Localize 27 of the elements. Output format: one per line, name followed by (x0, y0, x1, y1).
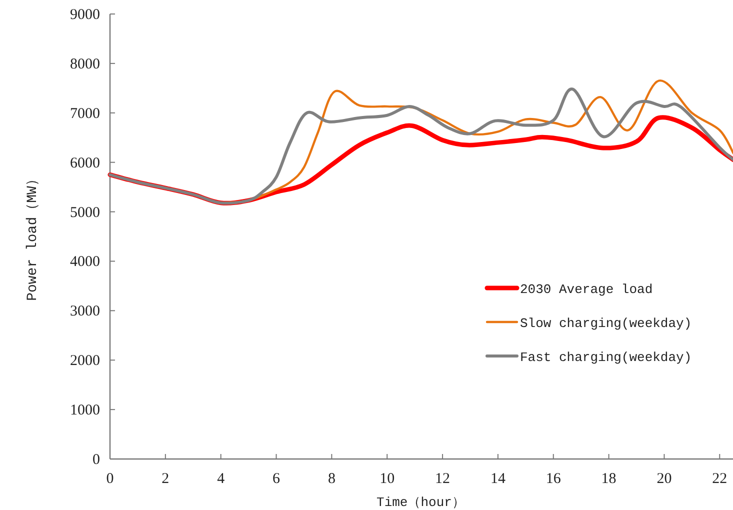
x-axis-title: Time（hour） (376, 495, 465, 510)
y-tick-label: 4000 (70, 254, 100, 270)
x-tick-label: 18 (601, 471, 616, 487)
x-tick-label: 12 (435, 471, 450, 487)
x-tick-label: 20 (656, 471, 672, 487)
y-tick-label: 1000 (70, 402, 100, 419)
x-tick-label: 22 (712, 471, 728, 487)
y-axis-title: Power load（MW） (25, 172, 41, 301)
y-tick-label: 2000 (70, 353, 100, 370)
y-tick-label: 0 (92, 452, 100, 468)
x-tick-label: 8 (328, 471, 336, 487)
legend-label: Fast charging(weekday) (520, 350, 692, 365)
x-tick-label: 14 (490, 471, 506, 487)
y-tick-label: 3000 (70, 304, 100, 320)
y-tick-label: 7000 (70, 106, 100, 122)
y-tick-label: 5000 (70, 204, 100, 221)
y-tick-label: 9000 (70, 7, 100, 23)
x-tick-label: 2 (162, 471, 170, 487)
y-tick-label: 6000 (70, 155, 100, 172)
x-tick-label: 10 (380, 471, 395, 487)
x-tick-label: 0 (106, 471, 114, 487)
legend-label: Slow charging(weekday) (520, 316, 692, 331)
legend-label: 2030 Average load (520, 282, 653, 297)
x-tick-label: 16 (546, 471, 562, 487)
y-tick-label: 8000 (70, 56, 100, 72)
x-tick-label: 4 (217, 471, 226, 487)
x-tick-label: 6 (272, 471, 281, 487)
